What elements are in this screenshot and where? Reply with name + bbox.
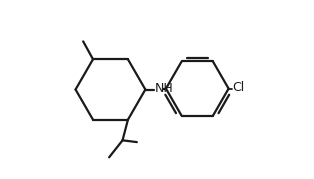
- Text: NH: NH: [155, 82, 174, 95]
- Text: Cl: Cl: [232, 81, 245, 94]
